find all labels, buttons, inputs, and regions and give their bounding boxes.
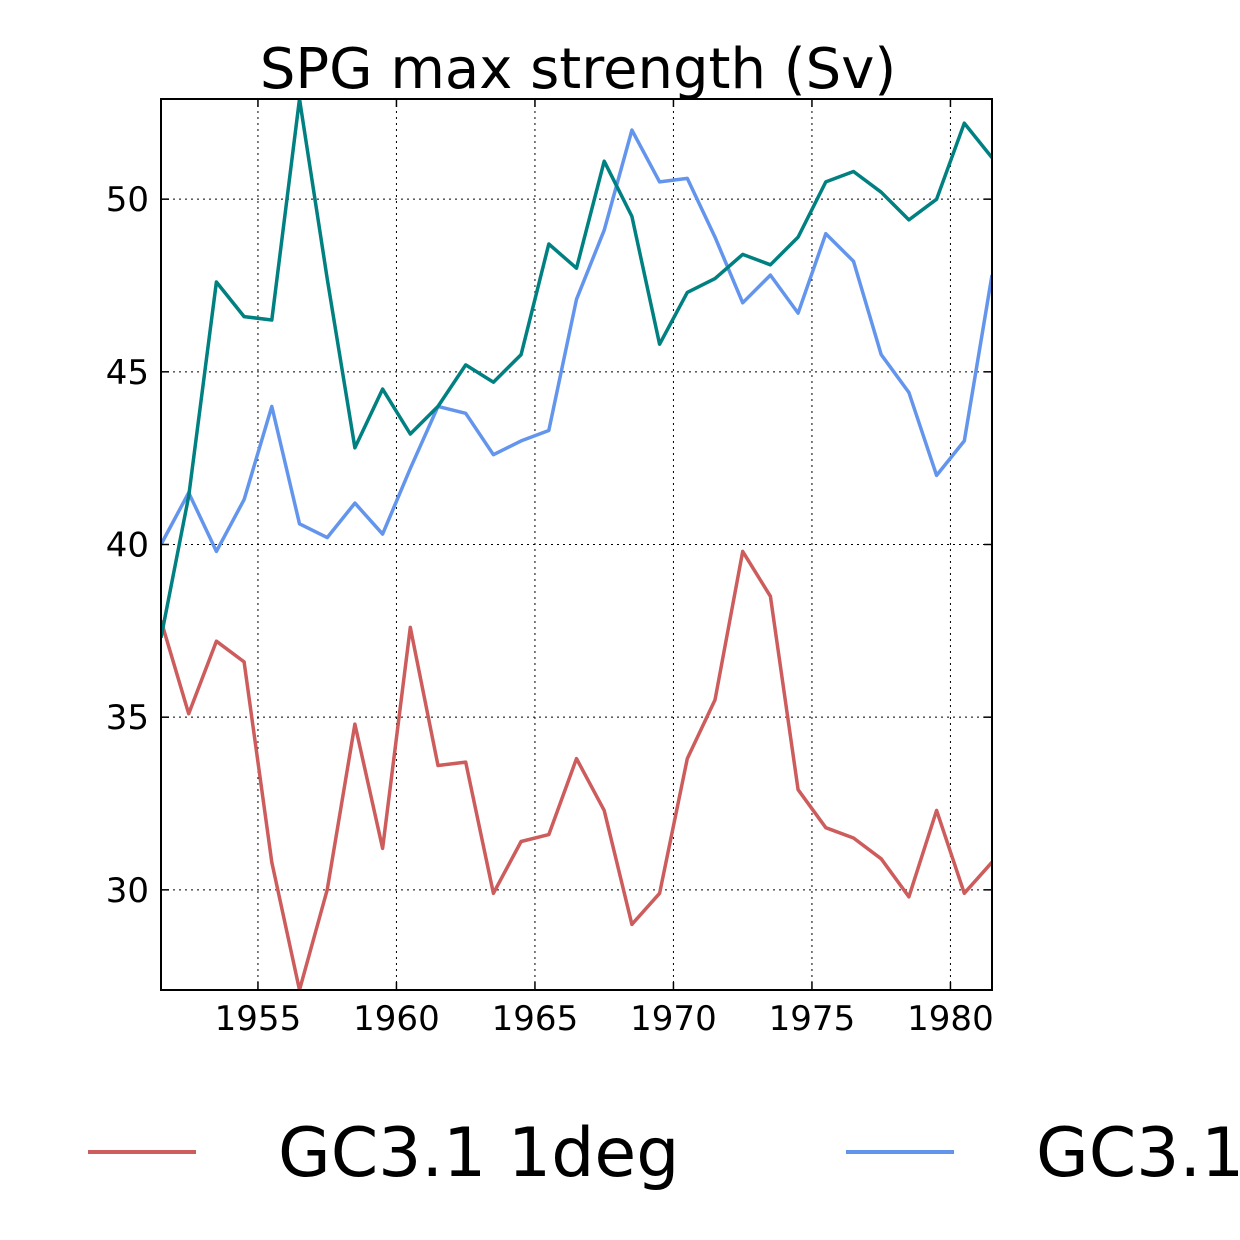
y-tick-label: 30 — [106, 871, 149, 911]
y-tick-label: 50 — [106, 180, 149, 220]
y-tick-label: 35 — [106, 698, 149, 738]
series-line-gc3-1-1 — [161, 128, 992, 554]
data-series — [161, 99, 992, 990]
legend-label: GC3.1 1deg — [278, 1114, 679, 1193]
y-tick-label: 40 — [106, 526, 149, 566]
x-tick-label: 1980 — [907, 999, 994, 1039]
grid-lines — [161, 99, 992, 990]
series-line-gc3-1-1deg-0 — [161, 549, 992, 990]
x-tick-label: 1955 — [215, 999, 302, 1039]
x-tick-label: 1970 — [630, 999, 717, 1039]
legend: GC3.1 1deg GC3.1 — [88, 1114, 1240, 1193]
legend-label: GC3.1 — [1036, 1114, 1240, 1193]
x-tick-label: 1975 — [769, 999, 856, 1039]
x-tick-label: 1960 — [353, 999, 440, 1039]
series-line-unlabeled-2 — [161, 99, 992, 639]
y-tick-label: 45 — [106, 353, 149, 393]
x-tick-label: 1965 — [492, 999, 579, 1039]
axis-ticks: 1955 1960 1965 1970 1975 1980 30 35 40 45 50 — [106, 99, 994, 1039]
chart-title: SPG max strength (Sv) — [260, 37, 896, 102]
